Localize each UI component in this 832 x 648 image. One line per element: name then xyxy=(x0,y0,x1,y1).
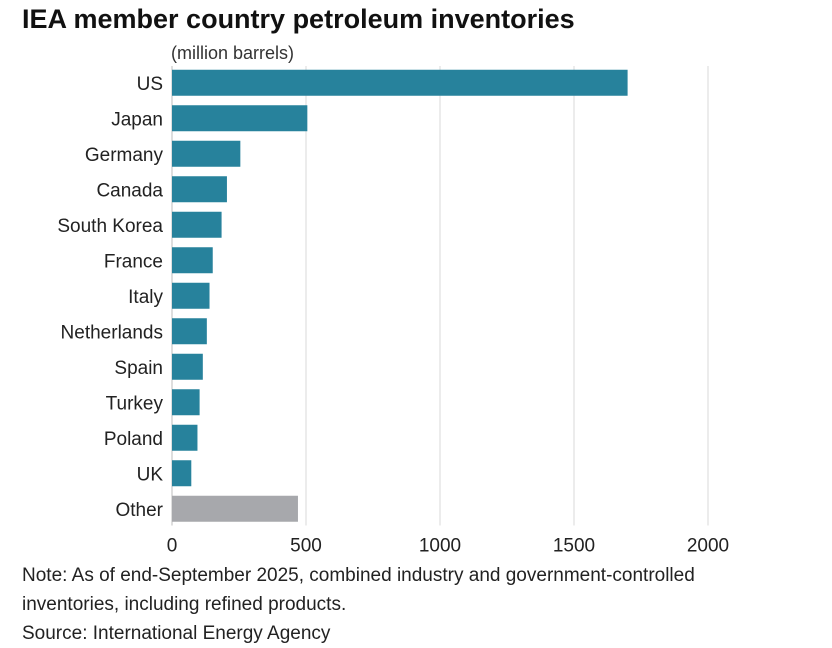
x-tick-labels: 0 500 1000 1500 2000 xyxy=(167,536,729,557)
grid-lines xyxy=(171,66,709,526)
category-label: UK xyxy=(137,464,164,485)
category-label: Other xyxy=(115,500,163,521)
category-labels: US Japan Germany Canada South Korea France Ita… xyxy=(57,74,163,521)
category-label: US xyxy=(137,74,163,95)
note-line-2: inventories, including refined products. xyxy=(22,594,347,615)
x-tick-label: 1500 xyxy=(553,536,595,557)
bars xyxy=(172,69,628,522)
bar-other xyxy=(172,495,298,522)
bar-poland xyxy=(172,424,198,451)
category-label: Netherlands xyxy=(61,322,163,343)
bar-south-korea xyxy=(172,211,222,238)
bar-us xyxy=(172,69,628,96)
category-label: Spain xyxy=(114,358,163,379)
category-label: Italy xyxy=(128,287,163,308)
bar-uk xyxy=(172,460,192,487)
x-tick-label: 1000 xyxy=(419,536,461,557)
category-label: South Korea xyxy=(57,216,163,237)
source-line: Source: International Energy Agency xyxy=(22,623,331,644)
bar-netherlands xyxy=(172,318,207,345)
bar-germany xyxy=(172,140,241,167)
category-label: Canada xyxy=(96,180,163,201)
category-label: Germany xyxy=(85,145,164,166)
category-label: Poland xyxy=(104,429,163,450)
category-label: Japan xyxy=(111,109,163,130)
note-line-1: Note: As of end-September 2025, combined… xyxy=(22,565,695,586)
x-tick-label: 500 xyxy=(290,536,322,557)
chart-title: IEA member country petroleum inventories xyxy=(22,4,575,34)
bar-chart: (million barrels) US Japan Germany Canada So… xyxy=(57,43,729,557)
bar-canada xyxy=(172,176,227,203)
bar-italy xyxy=(172,282,210,309)
bar-turkey xyxy=(172,389,200,416)
bar-japan xyxy=(172,105,308,132)
x-tick-label: 0 xyxy=(167,536,178,557)
category-label: France xyxy=(104,251,163,272)
category-label: Turkey xyxy=(106,393,164,414)
bar-spain xyxy=(172,353,203,380)
chart-notes: Note: As of end-September 2025, combined… xyxy=(22,561,812,648)
x-tick-label: 2000 xyxy=(687,536,729,557)
unit-label: (million barrels) xyxy=(171,43,294,63)
bar-france xyxy=(172,247,213,274)
